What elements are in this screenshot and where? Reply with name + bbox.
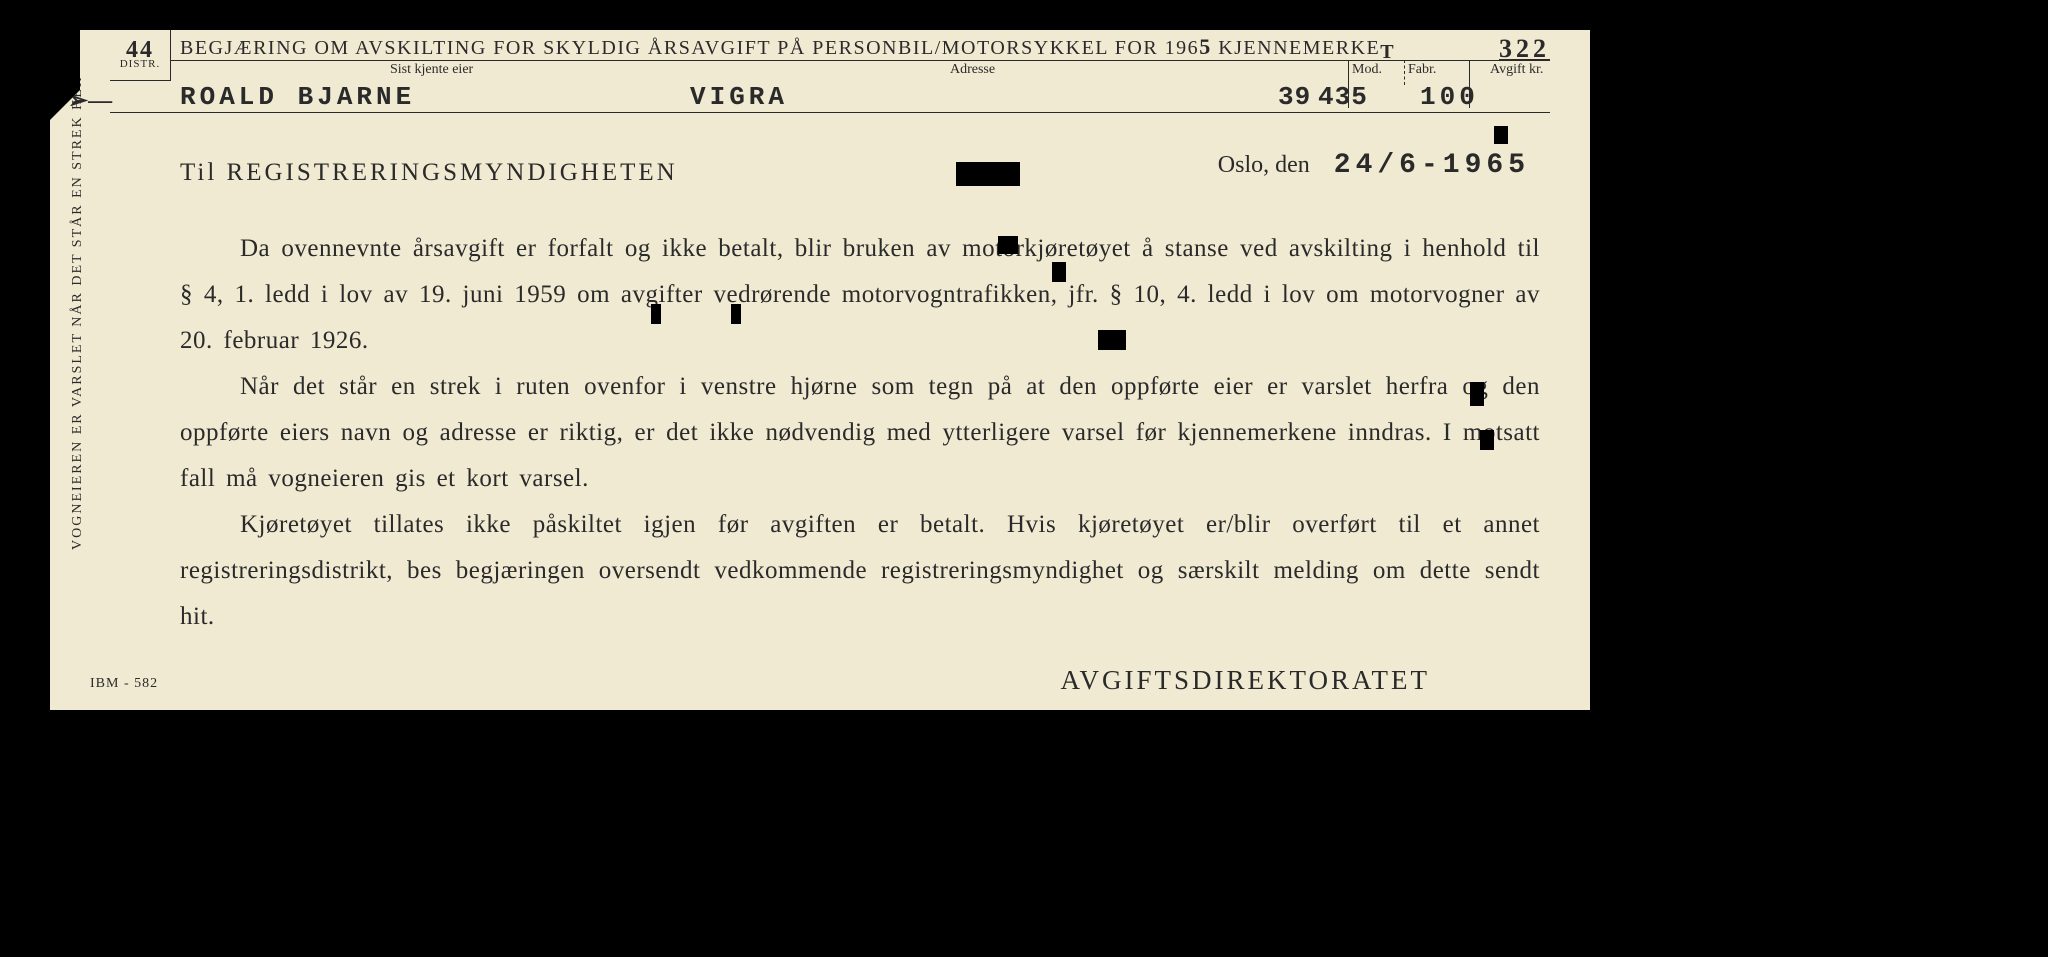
fabr-value: 435 (1318, 82, 1368, 112)
date-value: 24/6-1965 (1334, 150, 1530, 181)
date-place: Oslo, den (1218, 152, 1310, 178)
rule-2 (110, 112, 1550, 113)
redaction-bar (1494, 126, 1508, 144)
letter-body: Til REGISTRERINGSMYNDIGHETEN Da ovennevn… (180, 150, 1540, 640)
redaction-bar (731, 304, 741, 324)
rule-1 (170, 60, 1550, 61)
redaction-bar (956, 162, 1020, 186)
redaction-bar (1098, 330, 1126, 350)
document-card: 44 DISTR. BEGJÆRING OM AVSKILTING FOR SK… (50, 30, 1590, 710)
paragraph-2: Når det står en strek i ruten ovenfor i … (180, 364, 1540, 502)
redaction-bar (1470, 382, 1484, 406)
fee-value: 100 (1420, 82, 1479, 112)
paragraph-3: Kjøretøyet tillates ikke påskiltet igjen… (180, 502, 1540, 640)
label-fee: Avgift kr. (1490, 62, 1543, 78)
label-address: Adresse (950, 62, 995, 78)
footer-code: IBM - 582 (90, 676, 158, 692)
address-value: VIGRA (690, 82, 788, 112)
vertical-margin-text: VOGNEIEREN ER VARSLET NÅR DET STÅR EN ST… (70, 76, 86, 550)
distr-box: 44 DISTR. (110, 30, 171, 81)
redaction-bar (1052, 262, 1066, 282)
title-post: KJENNEMERKE (1212, 37, 1381, 59)
title-year-digit: 5 (1199, 34, 1212, 59)
mod-value: 39 (1278, 82, 1311, 112)
distr-label: DISTR. (110, 58, 170, 70)
date-line: Oslo, den 24/6-1965 (1218, 150, 1530, 181)
data-row: ROALD BJARNE VIGRA 39 435 100 (110, 82, 1570, 112)
owner-name: ROALD BJARNE (180, 82, 415, 112)
redaction-bar (1480, 430, 1494, 450)
paragraph-1: Da ovennevnte årsavgift er forfalt og ik… (180, 226, 1540, 364)
redaction-bar (998, 236, 1018, 254)
redaction-bar (651, 304, 661, 324)
label-owner: Sist kjente eier (390, 62, 473, 78)
title-pre: BEGJÆRING OM AVSKILTING FOR SKYLDIG ÅRSA… (180, 37, 1199, 59)
signature: AVGIFTSDIREKTORATET (1060, 665, 1430, 696)
